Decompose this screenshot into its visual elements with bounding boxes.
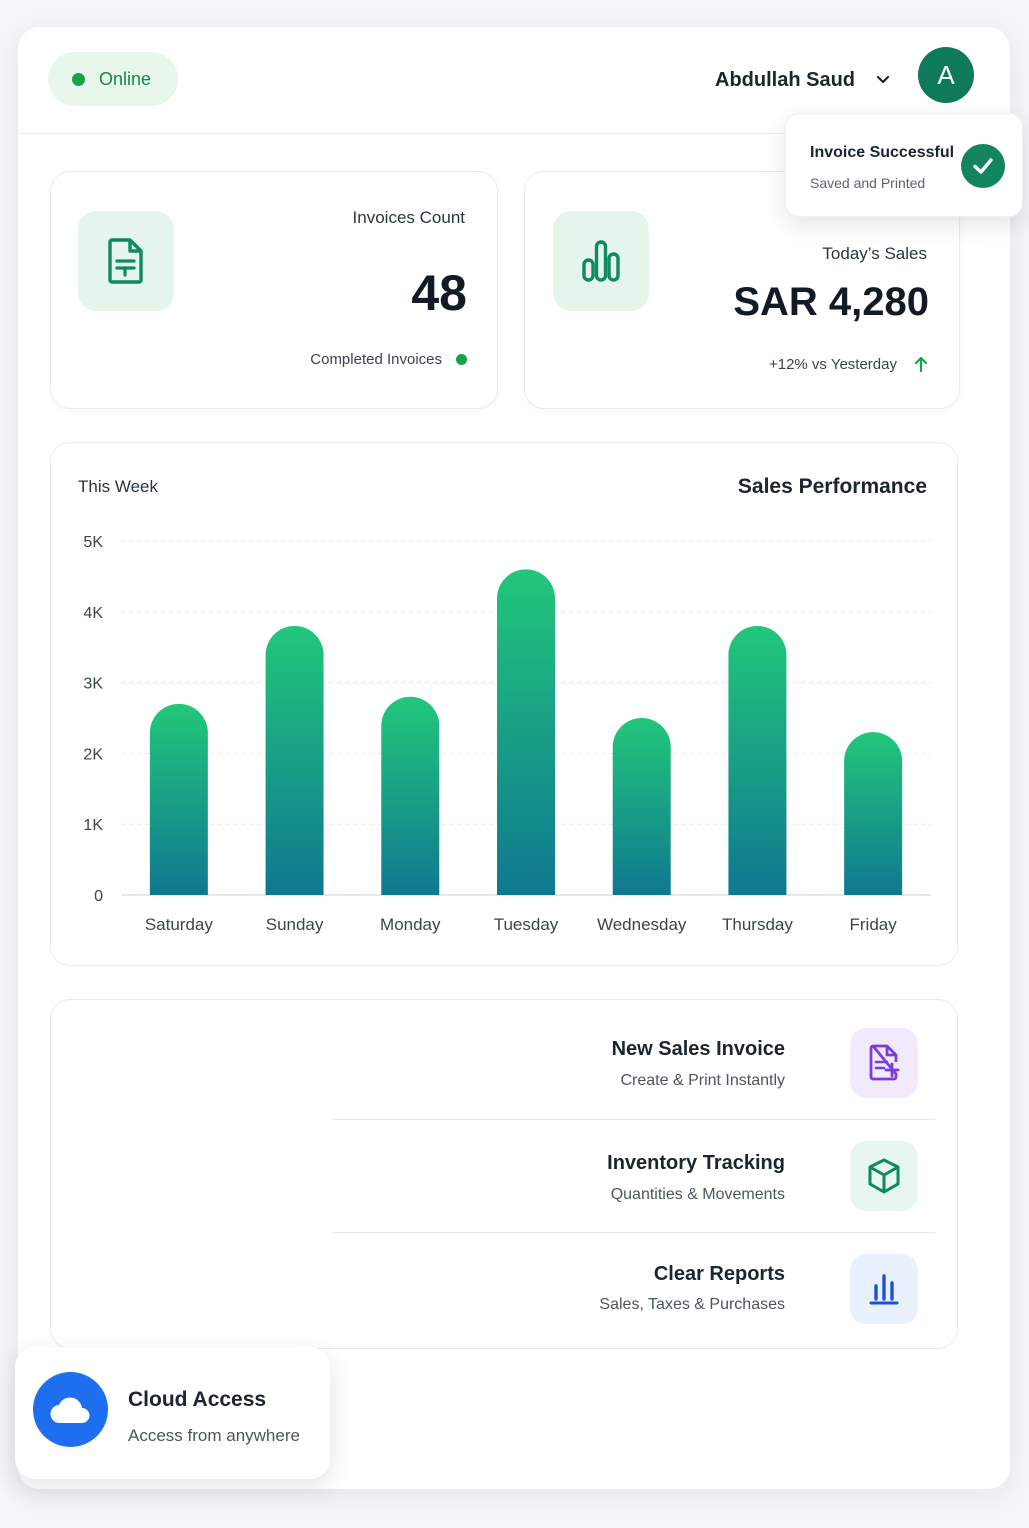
bar-thursday[interactable] — [728, 625, 787, 895]
sales-performance-card: This Week Sales Performance 0 1K 2K 3K 4K 5K S… — [50, 442, 958, 966]
arrow-up-icon — [914, 356, 928, 373]
x-tick-label: Sunday — [266, 915, 324, 934]
action-new-sales-invoice[interactable]: New Sales Invoice Create & Print Instant… — [333, 1008, 935, 1120]
cloud-icon — [33, 1372, 108, 1447]
x-tick-label: Wednesday — [597, 915, 687, 934]
todays-sales-label: Today’s Sales — [822, 244, 927, 263]
sales-change-footer: +12% vs Yesterday — [769, 355, 929, 373]
invoice-success-toast: Invoice Successful Saved and Printed — [785, 113, 1023, 217]
cloud-access-title: Cloud Access — [128, 1388, 267, 1411]
invoices-count-label: Invoices Count — [352, 208, 465, 227]
x-tick-label: Monday — [380, 915, 441, 934]
cloud-access-subtitle: Access from anywhere — [128, 1426, 300, 1445]
bar-friday[interactable] — [844, 732, 903, 895]
invoices-count-card: Invoices Count 48 Completed Invoices — [50, 171, 498, 409]
chevron-down-icon[interactable] — [874, 71, 892, 89]
sales-icon-tile — [553, 211, 649, 311]
chart-title: Sales Performance — [737, 475, 927, 498]
y-tick-label: 2K — [83, 746, 103, 763]
invoice-icon-tile — [78, 211, 174, 311]
avatar[interactable]: A — [918, 47, 974, 103]
check-icon — [961, 144, 1005, 188]
green-dot-icon — [456, 354, 467, 365]
status-text: Online — [99, 68, 152, 89]
bar-chart-icon — [582, 240, 620, 282]
x-tick-label: Tuesday — [494, 915, 559, 934]
invoices-count-value: 48 — [411, 265, 467, 321]
invoices-count-footer: Completed Invoices — [310, 351, 467, 368]
action-title: Inventory Tracking — [607, 1152, 785, 1174]
y-tick-label: 3K — [83, 676, 103, 693]
sales-change-text: +12% vs Yesterday — [768, 355, 897, 373]
status-badge: Online — [48, 52, 178, 106]
bar-wednesday[interactable] — [612, 718, 671, 895]
action-inventory-tracking[interactable]: Inventory Tracking Quantities & Movement… — [333, 1121, 935, 1233]
bar-tuesday[interactable] — [497, 569, 555, 895]
status-dot-icon — [72, 72, 85, 86]
top-bar: Online Abdullah Saud A — [18, 27, 1010, 134]
quick-actions-card: New Sales Invoice Create & Print Instant… — [50, 999, 958, 1349]
action-subtitle: Quantities & Movements — [610, 1186, 785, 1203]
x-tick-label: Thursday — [722, 915, 793, 934]
action-clear-reports[interactable]: Clear Reports Sales, Taxes & Purchases — [333, 1234, 935, 1346]
action-subtitle: Sales, Taxes & Purchases — [599, 1296, 785, 1313]
toast-title: Invoice Successful — [810, 144, 955, 161]
sales-bar-chart: 0 1K 2K 3K 4K 5K Saturday Sunday Monday Tuesday We… — [83, 534, 931, 934]
action-title: New Sales Invoice — [611, 1038, 785, 1060]
chart-period-label: This Week — [78, 477, 158, 496]
y-tick-label: 4K — [83, 605, 103, 622]
bar-chart-icon — [850, 1254, 918, 1324]
document-icon — [108, 238, 143, 284]
user-name-button[interactable]: Abdullah Saud — [715, 69, 855, 91]
bar-sunday[interactable] — [265, 625, 324, 895]
x-tick-label: Saturday — [145, 915, 214, 934]
action-subtitle: Create & Print Instantly — [620, 1072, 785, 1089]
cloud-access-card[interactable]: Cloud Access Access from anywhere — [15, 1347, 330, 1479]
y-tick-label: 1K — [83, 817, 103, 834]
y-tick-label: 5K — [83, 534, 103, 551]
todays-sales-value: SAR 4,280 — [733, 280, 929, 324]
x-tick-label: Friday — [850, 915, 898, 934]
box-icon — [850, 1141, 918, 1211]
bar-saturday[interactable] — [149, 703, 208, 895]
y-tick-label: 0 — [94, 888, 103, 905]
invoice-add-icon — [850, 1028, 918, 1098]
bar-monday[interactable] — [381, 696, 440, 895]
completed-invoices-text: Completed Invoices — [310, 351, 442, 368]
action-title: Clear Reports — [653, 1263, 785, 1285]
toast-subtitle: Saved and Printed — [810, 175, 926, 191]
